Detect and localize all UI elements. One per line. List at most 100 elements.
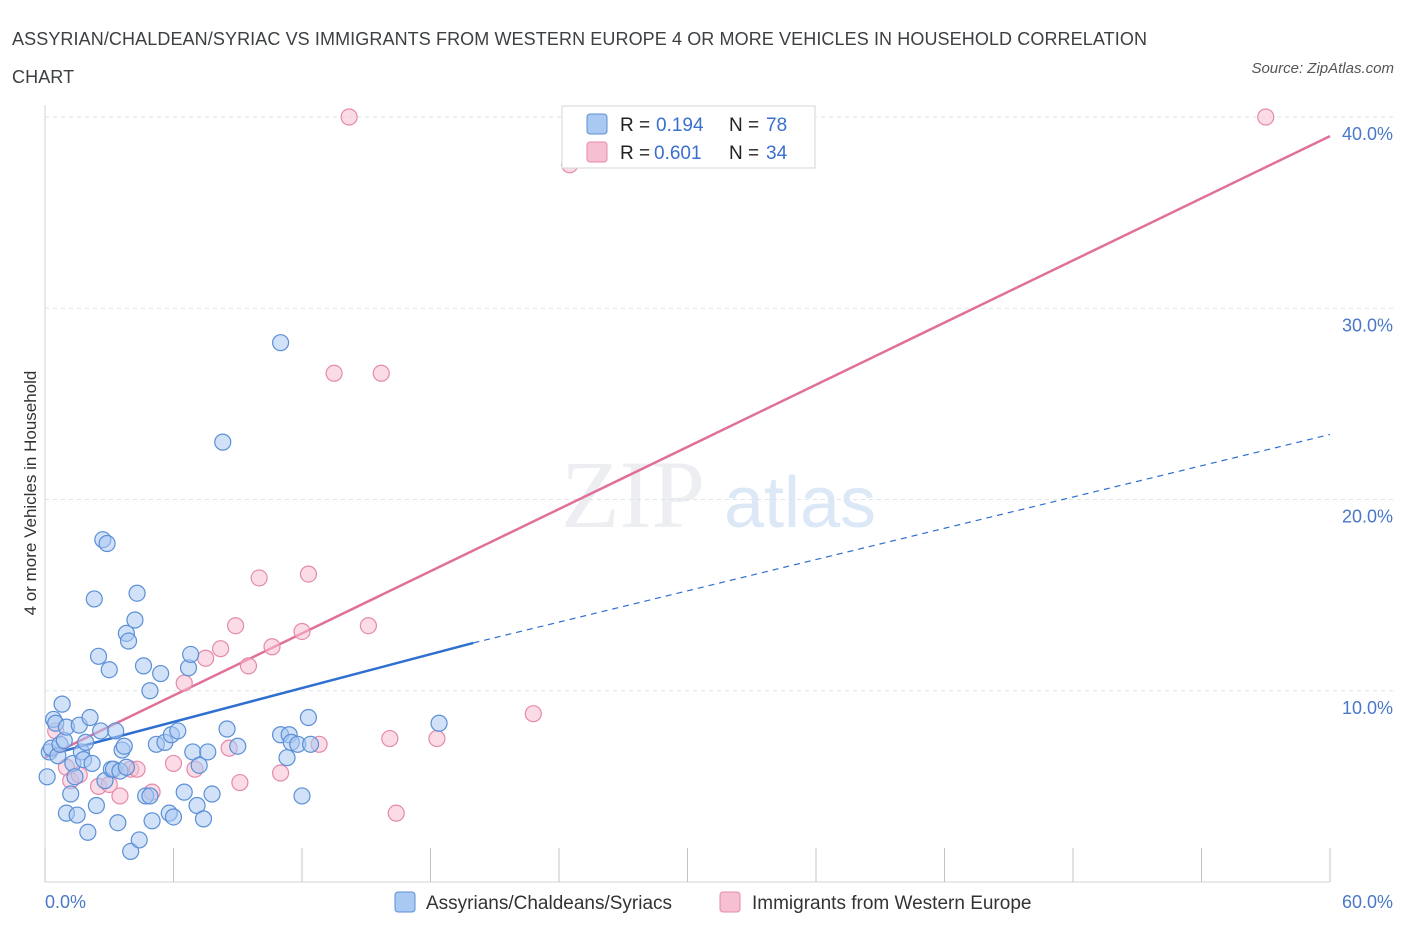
blue-point <box>62 785 80 803</box>
blue-point <box>199 743 217 761</box>
watermark-zip: ZIP <box>561 441 705 548</box>
pink-point <box>325 364 343 382</box>
pink-point <box>293 622 311 641</box>
blue-point <box>79 823 97 841</box>
pink-trend-line <box>44 134 1331 759</box>
blue-point <box>141 682 159 700</box>
trend-layer <box>44 134 1331 759</box>
blue-point <box>117 758 135 776</box>
blue-point <box>293 787 311 805</box>
pink-point <box>271 764 290 782</box>
axis-layer: 10.0% 20.0% 30.0% 40.0% <box>44 105 1393 883</box>
blue-point <box>182 645 200 664</box>
x-tick-label-max: 60.0% <box>1342 892 1393 912</box>
y-tick-label: 30.0% <box>1342 315 1393 335</box>
blue-point <box>175 783 193 801</box>
legend-swatch-blue <box>586 113 608 135</box>
legend-r-value-blue: 0.194 <box>656 115 704 136</box>
pink-point <box>381 729 399 748</box>
pink-point <box>250 569 268 587</box>
blue-point <box>66 768 84 786</box>
blue-point <box>190 756 208 774</box>
pink-point <box>387 804 405 822</box>
bottom-legend-label-pink: Immigrants from Western Europe <box>752 893 1031 914</box>
blue-point <box>143 812 161 830</box>
blue-point <box>92 722 110 740</box>
blue-point <box>68 806 86 824</box>
pink-point <box>175 674 193 692</box>
blue-point <box>87 796 106 815</box>
blue-point <box>85 590 103 608</box>
pink-point <box>227 617 245 635</box>
chart-title: ASSYRIAN/CHALDEAN/SYRIAC VS IMMIGRANTS F… <box>12 29 1148 87</box>
pink-point <box>197 649 215 667</box>
pink-point <box>231 773 249 792</box>
blue-trend-line-solid <box>44 641 474 757</box>
blue-trend-line-dashed <box>473 433 1331 644</box>
legend-n-label-pink: N = <box>729 143 759 164</box>
blue-point <box>218 720 236 738</box>
blue-point <box>98 534 116 553</box>
blue-point <box>115 737 133 755</box>
blue-point <box>152 664 170 683</box>
blue-point <box>126 611 144 629</box>
y-tick-label: 10.0% <box>1342 698 1393 718</box>
y-axis-title: 4 or more Vehicles in Household <box>21 371 40 616</box>
blue-point <box>109 814 127 832</box>
legend-r-label-blue: R = <box>620 115 650 136</box>
pink-point <box>359 617 377 635</box>
blue-point <box>169 722 187 740</box>
blue-point <box>203 785 221 803</box>
pink-point <box>372 364 390 382</box>
blue-point <box>229 737 247 755</box>
blue-point <box>89 647 108 665</box>
bottom-legend-swatch-blue <box>394 891 416 913</box>
pink-point <box>524 705 542 723</box>
y-tick-label: 20.0% <box>1342 507 1393 527</box>
legend-n-label-blue: N = <box>729 115 759 136</box>
blue-point <box>77 733 95 751</box>
pink-point <box>1257 108 1275 126</box>
points-layer <box>38 108 1275 861</box>
blue-point <box>430 714 448 732</box>
blue-point <box>271 334 290 352</box>
pink-point <box>263 638 281 656</box>
blue-point <box>53 695 71 713</box>
bottom-legend: Assyrians/Chaldeans/Syriacs Immigrants f… <box>394 891 1031 914</box>
blue-point <box>164 808 183 826</box>
pink-point <box>340 108 358 126</box>
blue-point <box>130 831 148 849</box>
blue-point <box>214 433 232 451</box>
blue-point <box>128 584 146 602</box>
blue-point <box>81 708 99 727</box>
source-label: Source: ZipAtlas.com <box>1251 60 1394 77</box>
bottom-legend-swatch-pink <box>719 891 741 913</box>
blue-point <box>301 735 320 753</box>
y-tick-label: 40.0% <box>1342 124 1393 144</box>
x-tick-label-min: 0.0% <box>45 892 86 912</box>
blue-point <box>83 754 101 773</box>
pink-point <box>164 754 183 773</box>
pink-point <box>428 729 446 748</box>
watermark-atlas: atlas <box>724 463 876 543</box>
legend-r-label-pink: R = <box>620 143 650 164</box>
blue-point <box>299 708 318 727</box>
blue-point <box>38 768 56 786</box>
bottom-legend-label-blue: Assyrians/Chaldeans/Syriacs <box>426 893 672 914</box>
blue-point <box>278 749 296 767</box>
blue-point <box>194 810 213 828</box>
pink-point <box>299 565 318 583</box>
blue-point <box>100 661 118 679</box>
legend-n-value-pink: 34 <box>766 143 788 164</box>
blue-point <box>107 722 125 740</box>
blue-point <box>134 657 153 675</box>
blue-point <box>122 842 140 861</box>
pink-point <box>212 640 230 658</box>
pink-point <box>111 787 129 805</box>
blue-point <box>141 787 159 805</box>
legend-r-value-pink: 0.601 <box>654 143 702 164</box>
pink-point <box>239 657 258 675</box>
legend-n-value-blue: 78 <box>766 115 787 136</box>
top-legend: R = 0.194 N = 78 R = 0.601 N = 34 <box>561 105 816 169</box>
